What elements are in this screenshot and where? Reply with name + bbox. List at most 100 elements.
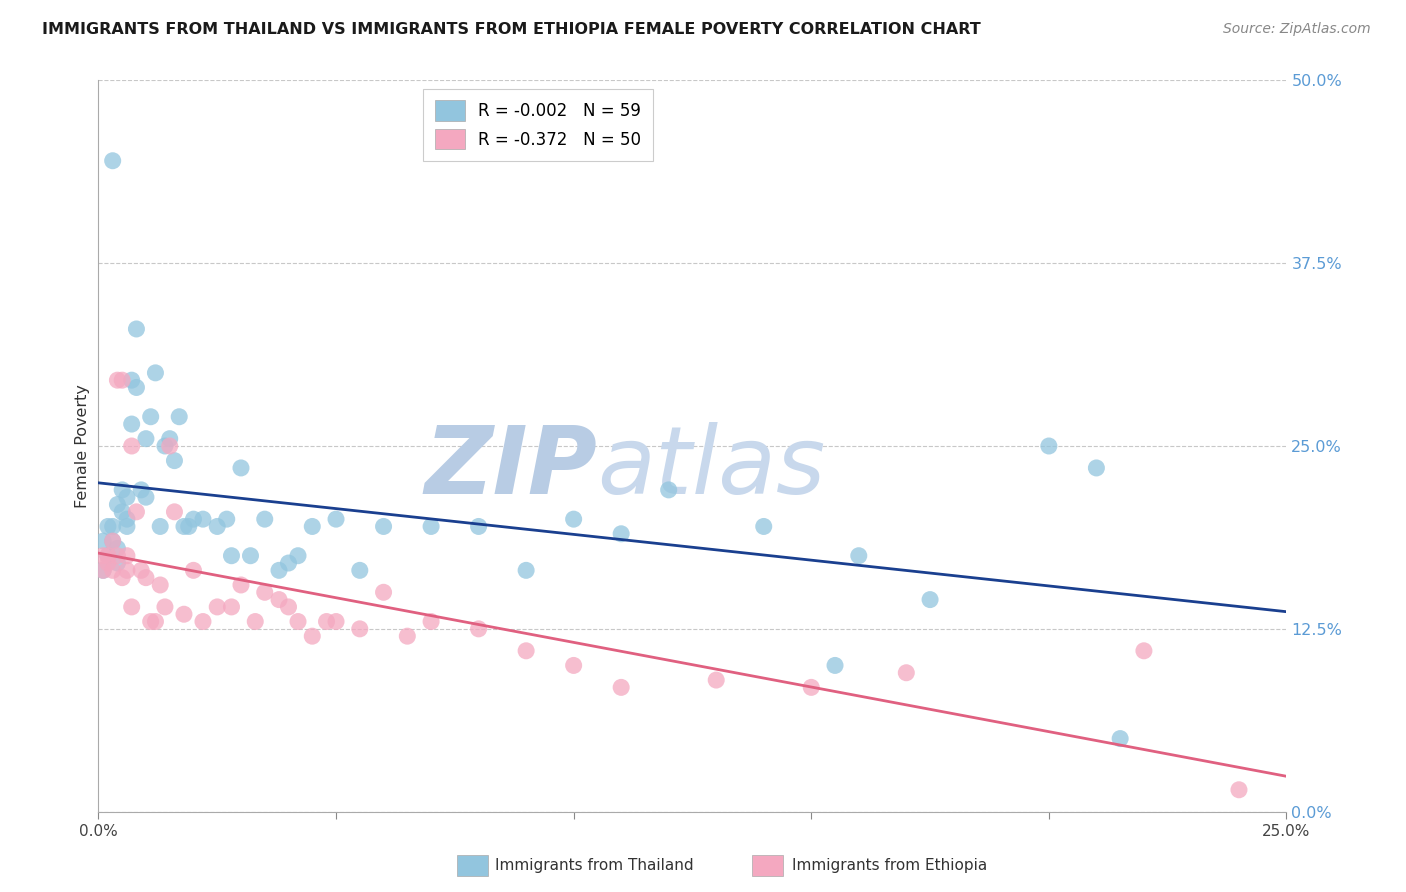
Point (896, 665, 918, 680)
Text: Immigrants from Thailand: Immigrants from Thailand (495, 858, 693, 872)
Point (467, 519, 489, 533)
Point (420, 519, 443, 533)
Point (163, 453, 186, 467)
Point (121, 599, 143, 614)
Point (396, 629, 419, 643)
Point (145, 366, 167, 380)
Point (301, 519, 323, 533)
Point (215, 512, 238, 526)
Point (101, 534, 124, 549)
Point (115, 549, 138, 563)
Point (121, 439, 143, 453)
Point (191, 512, 214, 526)
Point (562, 512, 585, 526)
Point (325, 615, 347, 629)
Point (101, 563, 124, 577)
Point (149, 519, 172, 533)
Point (159, 439, 181, 453)
Point (239, 549, 262, 563)
Point (163, 505, 186, 519)
Point (1038, 439, 1060, 453)
Point (91, 563, 114, 577)
Point (111, 483, 134, 497)
Point (167, 409, 190, 424)
Point (121, 417, 143, 431)
Text: atlas: atlas (598, 423, 825, 514)
Point (91, 534, 114, 549)
Point (267, 563, 290, 577)
Point (101, 153, 124, 168)
Point (752, 519, 775, 533)
Point (277, 556, 299, 570)
Point (115, 490, 138, 504)
Point (562, 658, 585, 673)
Point (97, 556, 120, 570)
Point (349, 622, 371, 636)
Point (149, 578, 172, 592)
Text: ZIP: ZIP (425, 422, 598, 514)
Point (139, 615, 162, 629)
Point (97, 519, 120, 533)
Point (221, 549, 243, 563)
Point (115, 519, 138, 533)
Point (277, 599, 299, 614)
Point (115, 512, 138, 526)
Point (97, 549, 120, 563)
Text: IMMIGRANTS FROM THAILAND VS IMMIGRANTS FROM ETHIOPIA FEMALE POVERTY CORRELATION : IMMIGRANTS FROM THAILAND VS IMMIGRANTS F… (42, 22, 981, 37)
Point (101, 519, 124, 533)
Point (125, 380, 148, 394)
Point (800, 681, 823, 695)
Point (135, 490, 157, 504)
Point (107, 541, 129, 556)
Point (111, 373, 134, 387)
Point (920, 592, 942, 607)
Point (1133, 644, 1156, 658)
Point (111, 571, 134, 585)
Point (610, 526, 633, 541)
Point (121, 373, 143, 387)
Point (125, 505, 148, 519)
Point (515, 563, 537, 577)
Point (115, 563, 138, 577)
Point (301, 629, 323, 643)
Point (658, 483, 681, 497)
Point (221, 599, 243, 614)
Point (91, 563, 114, 577)
Point (177, 519, 200, 533)
Point (111, 505, 134, 519)
Point (173, 607, 195, 622)
Point (129, 483, 152, 497)
Text: Immigrants from Ethiopia: Immigrants from Ethiopia (792, 858, 987, 872)
Point (704, 673, 727, 687)
Point (135, 432, 157, 446)
Point (267, 592, 290, 607)
Point (101, 534, 124, 549)
Point (373, 585, 395, 599)
Point (229, 578, 252, 592)
Point (153, 599, 176, 614)
Point (183, 512, 205, 526)
Point (207, 599, 229, 614)
Y-axis label: Female Poverty: Female Poverty (75, 384, 90, 508)
Point (1109, 731, 1132, 746)
Point (515, 644, 537, 658)
Point (610, 681, 633, 695)
Point (107, 373, 129, 387)
Point (191, 615, 214, 629)
Point (91, 549, 114, 563)
Point (229, 461, 252, 475)
Point (848, 549, 870, 563)
Point (129, 563, 152, 577)
Point (173, 519, 195, 533)
Point (253, 585, 276, 599)
Point (245, 615, 267, 629)
Text: Source: ZipAtlas.com: Source: ZipAtlas.com (1223, 22, 1371, 37)
Point (145, 615, 167, 629)
Point (97, 549, 120, 563)
Point (253, 512, 276, 526)
Point (135, 571, 157, 585)
Point (107, 549, 129, 563)
Point (373, 519, 395, 533)
Point (207, 519, 229, 533)
Point (159, 432, 181, 446)
